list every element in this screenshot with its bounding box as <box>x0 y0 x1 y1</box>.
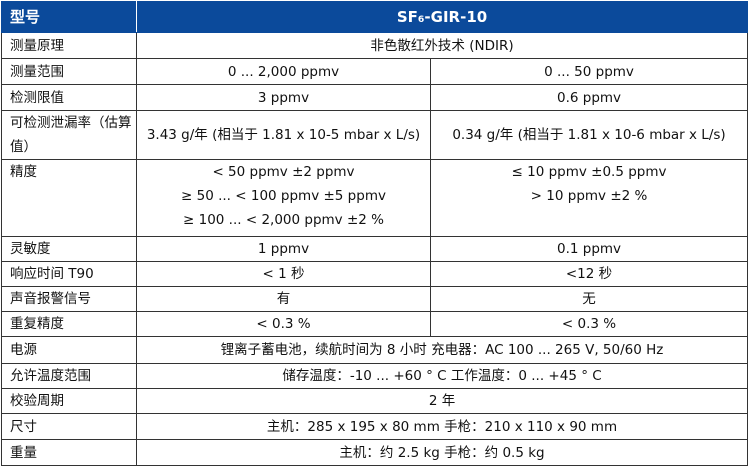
row-label: 灵敏度 <box>1 236 137 262</box>
row-label: 电源 <box>1 336 137 364</box>
row-value-left: 1 ppmv <box>136 236 431 262</box>
accuracy-line: < 50 ppmv ±2 ppmv <box>212 164 355 180</box>
row-value-right: 0.6 ppmv <box>429 84 748 111</box>
row-value-right: 无 <box>429 286 748 312</box>
table-row: 电源 锂离子蓄电池，续航时间为 8 小时 充电器：AC 100 ... 265 … <box>1 336 748 364</box>
row-label: 响应时间 T90 <box>1 261 137 287</box>
row-label: 检测限值 <box>1 84 137 111</box>
accuracy-line: ≤ 10 ppmv ±0.5 ppmv <box>511 164 667 180</box>
row-value: 非色散红外技术 (NDIR) <box>135 32 748 59</box>
table-row: 灵敏度 1 ppmv 0.1 ppmv <box>1 236 748 262</box>
row-label: 测量范围 <box>1 58 137 85</box>
row-value-right: 0.34 g/年 (相当于 1.81 x 10-6 mbar x L/s) <box>429 110 748 160</box>
table-row: 允许温度范围 储存温度：-10 ... +60 ° C 工作温度：0 ... +… <box>1 363 748 389</box>
row-value-left: < 0.3 % <box>136 311 431 337</box>
table-row: 精度 < 50 ppmv ±2 ppmv ≥ 50 ... < 100 ppmv… <box>1 159 748 237</box>
row-value-left: 3.43 g/年 (相当于 1.81 x 10-5 mbar x L/s) <box>136 110 431 160</box>
row-value-right: <12 秒 <box>429 261 748 287</box>
row-label: 可检测泄漏率（估算值） <box>1 110 137 160</box>
row-label: 重复精度 <box>1 311 137 337</box>
row-value: 主机：285 x 195 x 80 mm 手枪：210 x 110 x 90 m… <box>135 413 748 440</box>
table-row: 校验周期 2 年 <box>1 388 748 414</box>
row-value-right: 0.1 ppmv <box>429 236 748 262</box>
model-name: SF₆-GIR-10 <box>135 1 748 33</box>
header-label: 型号 <box>1 1 137 33</box>
table-row: 可检测泄漏率（估算值） 3.43 g/年 (相当于 1.81 x 10-5 mb… <box>1 110 748 160</box>
row-label: 声音报警信号 <box>1 286 137 312</box>
table-row: 重量 主机：约 2.5 kg 手枪：约 0.5 kg <box>1 439 748 466</box>
row-value-left: 有 <box>136 286 431 312</box>
table-row: 检测限值 3 ppmv 0.6 ppmv <box>1 84 748 111</box>
table-row: 测量原理 非色散红外技术 (NDIR) <box>1 32 748 59</box>
table-row: 尺寸 主机：285 x 195 x 80 mm 手枪：210 x 110 x 9… <box>1 413 748 440</box>
row-value: 储存温度：-10 ... +60 ° C 工作温度：0 ... +45 ° C <box>135 363 748 389</box>
table-row: 重复精度 < 0.3 % < 0.3 % <box>1 311 748 337</box>
row-value-left: < 50 ppmv ±2 ppmv ≥ 50 ... < 100 ppmv ±5… <box>136 159 431 237</box>
row-value: 锂离子蓄电池，续航时间为 8 小时 充电器：AC 100 ... 265 V, … <box>135 336 748 364</box>
row-value: 主机：约 2.5 kg 手枪：约 0.5 kg <box>135 439 748 466</box>
header-row: 型号 SF₆-GIR-10 <box>1 1 748 33</box>
accuracy-line: ≥ 50 ... < 100 ppmv ±5 ppmv <box>181 188 386 204</box>
row-label: 校验周期 <box>1 388 137 414</box>
accuracy-line: > 10 ppmv ±2 % <box>530 188 648 204</box>
row-value-right: 0 ... 50 ppmv <box>429 58 748 85</box>
accuracy-line: ≥ 100 ... < 2,000 ppmv ±2 % <box>183 212 384 228</box>
row-label: 精度 <box>1 159 137 237</box>
row-value-left: < 1 秒 <box>136 261 431 287</box>
table-row: 声音报警信号 有 无 <box>1 286 748 312</box>
table-row: 测量范围 0 ... 2,000 ppmv 0 ... 50 ppmv <box>1 58 748 85</box>
row-value-left: 0 ... 2,000 ppmv <box>136 58 431 85</box>
row-label: 尺寸 <box>1 413 137 440</box>
row-value-right: < 0.3 % <box>429 311 748 337</box>
table-row: 响应时间 T90 < 1 秒 <12 秒 <box>1 261 748 287</box>
row-label: 测量原理 <box>1 32 137 59</box>
row-label: 允许温度范围 <box>1 363 137 389</box>
row-label: 重量 <box>1 439 137 466</box>
row-value: 2 年 <box>135 388 748 414</box>
row-value-left: 3 ppmv <box>136 84 431 111</box>
row-value-right: ≤ 10 ppmv ±0.5 ppmv > 10 ppmv ±2 % <box>429 159 748 237</box>
